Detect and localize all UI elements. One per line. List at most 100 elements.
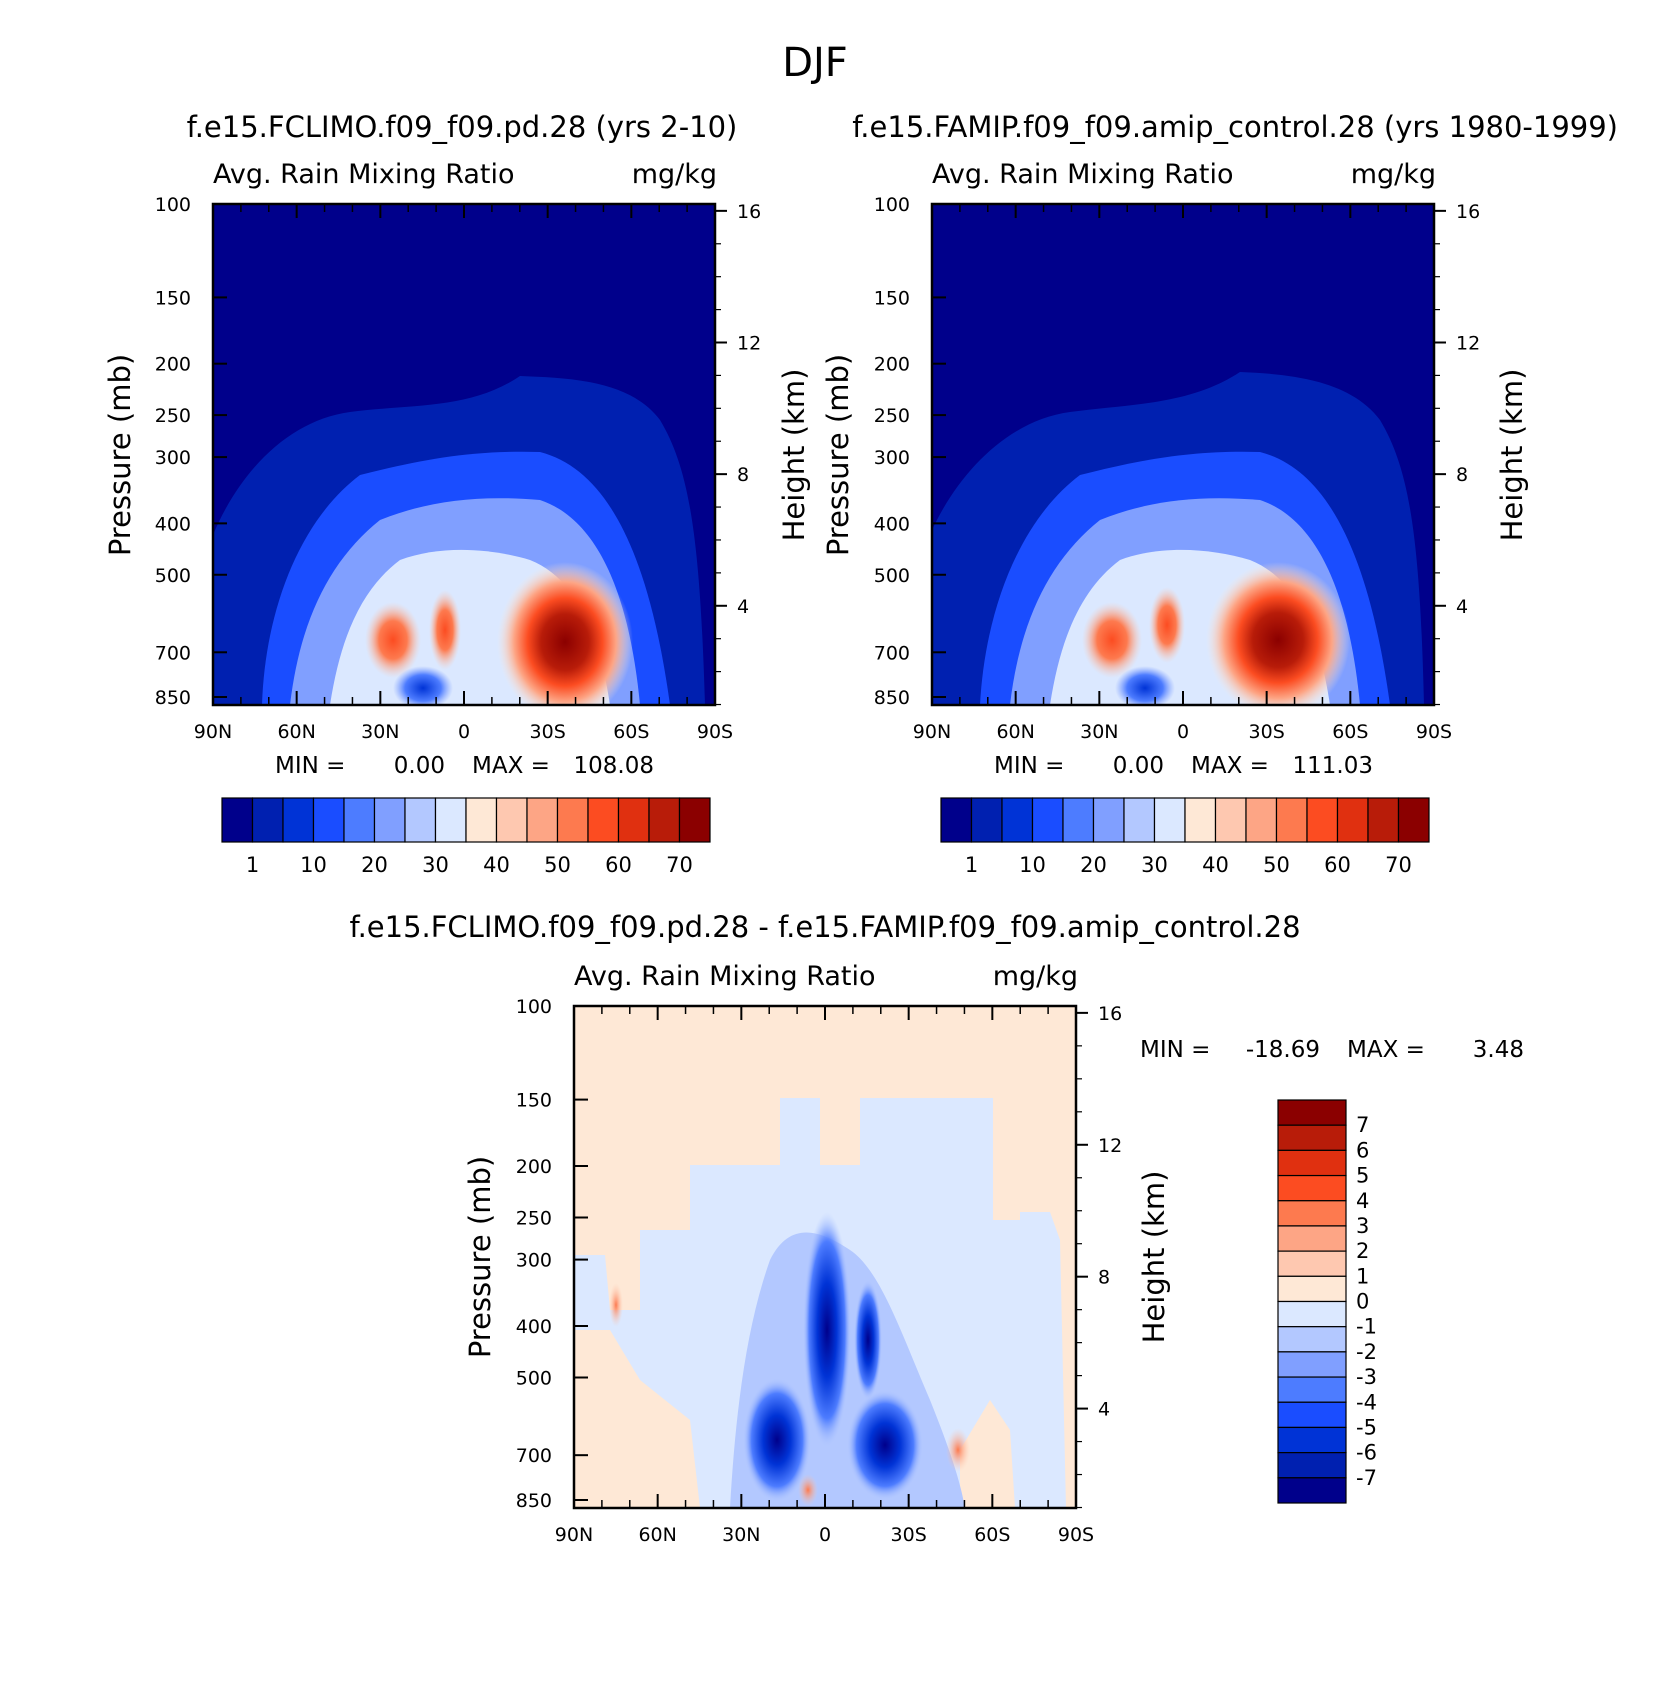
x-tick-label: 60S [613,721,649,743]
cool-blob [393,666,453,705]
x-tick-label: 90N [555,1524,593,1546]
colorbar-swatch [1277,1124,1347,1151]
min-value: -18.69 [1246,1037,1320,1063]
colorbar-swatch [1277,1099,1347,1126]
neg-core-east [847,1390,923,1500]
colorbar-label: 30 [1141,853,1168,877]
x-tick-label: 90N [913,721,951,743]
colorbar-label: 40 [483,853,510,877]
colorbar-label: 60 [1324,853,1351,877]
colorbar-swatch [1277,1452,1347,1479]
colorbar-label: -6 [1356,1441,1377,1465]
y-ticks: 100 150 200 250 300 400 500 700 850 [516,996,588,1512]
warm-blob-b [1149,587,1185,663]
colorbar-label: 10 [1019,853,1046,877]
x-tick-label: 30N [361,721,399,743]
y2-ticks: 16 12 8 4 [1434,201,1480,706]
y-tick-label: 250 [874,405,910,427]
colorbar-swatch [221,797,254,843]
colorbar-swatch [1277,1326,1347,1353]
y2-tick-label: 16 [1456,201,1480,223]
y-tick-label: 150 [874,287,910,309]
neg-core-east2 [854,1280,882,1400]
x-tick-label: 30S [891,1524,927,1546]
colorbar-label: 7 [1356,1113,1369,1137]
x-tick-label: 90N [194,721,232,743]
y-tick-label: 200 [874,354,910,376]
y-axis-label: Pressure (mb) [821,354,855,556]
x-tick-label: 90S [1058,1524,1094,1546]
panel-fclimo: f.e15.FCLIMO.f09_f09.pd.28 (yrs 2-10) Av… [103,110,811,877]
warm-core [1206,562,1350,705]
colorbar-swatch [312,797,345,843]
colorbar-label: 50 [544,853,571,877]
y2-tick-label: 4 [1456,596,1468,618]
min-label: MIN = [994,753,1064,779]
colorbar-swatch [1092,797,1125,843]
max-value: 108.08 [574,753,654,779]
warm-blob-a [365,602,421,678]
colorbar-swatch [1397,797,1430,843]
colorbar-swatch [617,797,650,843]
min-value: 0.00 [1113,753,1164,779]
y-tick-label: 850 [874,687,910,709]
y2-tick-label: 4 [737,596,749,618]
colorbar-swatch [1277,1149,1347,1177]
y2-tick-label: 12 [737,333,761,355]
panel-difference: f.e15.FCLIMO.f09_f09.pd.28 - f.e15.FAMIP… [349,910,1524,1546]
x-tick-label: 60N [277,721,315,743]
colorbar-swatch [1277,1225,1347,1252]
y-axis-label: Pressure (mb) [463,1156,497,1358]
colorbar-swatch [465,797,498,843]
colorbar-swatch [970,797,1003,843]
x-ticks: 90N 60N 30N 0 30S 60S 90S [194,204,733,743]
colorbar-swatch [251,797,284,843]
colorbar-swatch [495,797,528,843]
colorbar-label: 40 [1202,853,1229,877]
y-tick-label: 300 [155,447,191,469]
pos-blob-south [946,1428,970,1472]
y2-tick-label: 16 [1098,1003,1122,1025]
y-tick-label: 250 [516,1208,552,1230]
colorbar-swatch [343,797,376,843]
colorbar-label: 20 [1080,853,1107,877]
y-tick-label: 300 [874,447,910,469]
y2-tick-label: 12 [1456,333,1480,355]
y-tick-label: 400 [874,513,910,535]
y2-tick-label: 8 [1456,464,1468,486]
y-tick-label: 400 [155,513,191,535]
y-tick-label: 700 [516,1445,552,1467]
y-tick-label: 150 [516,1090,552,1112]
colorbar-swatch [434,797,467,843]
colorbar-label: 60 [605,853,632,877]
colorbar-swatch [1277,1174,1347,1202]
colorbar-swatch [1123,797,1156,843]
y-tick-label: 100 [516,996,552,1018]
colorbar-swatch [940,797,973,843]
units-label: mg/kg [993,961,1078,992]
y2-axis-label: Height (km) [777,369,811,542]
y2-tick-label: 8 [1098,1267,1110,1289]
x-tick-label: 60S [974,1524,1010,1546]
colorbar-swatch [1277,1300,1347,1328]
colorbar-swatch [1277,1275,1347,1303]
colorbar-swatch [1277,1376,1347,1403]
x-ticks: 90N 60N 30N 0 30S 60S 90S [555,1006,1094,1546]
panel-title: f.e15.FCLIMO.f09_f09.pd.28 - f.e15.FAMIP… [349,910,1300,944]
y2-axis-label: Height (km) [1137,1171,1171,1344]
colorbar-swatch [1153,797,1186,843]
colorbar-label: -3 [1356,1365,1377,1389]
warm-blob-b [429,590,461,670]
colorbar-swatch [678,797,711,843]
colorbar-label: 1 [246,853,259,877]
colorbar-swatch [1275,797,1308,843]
pos-blob-eq [798,1474,818,1506]
x-tick-label: 60S [1332,721,1368,743]
colorbar-swatch [404,797,437,843]
y-axis-label: Pressure (mb) [103,354,137,556]
panel-title: f.e15.FCLIMO.f09_f09.pd.28 (yrs 2-10) [187,110,738,144]
colorbar-label: 30 [422,853,449,877]
y-tick-label: 300 [516,1250,552,1272]
